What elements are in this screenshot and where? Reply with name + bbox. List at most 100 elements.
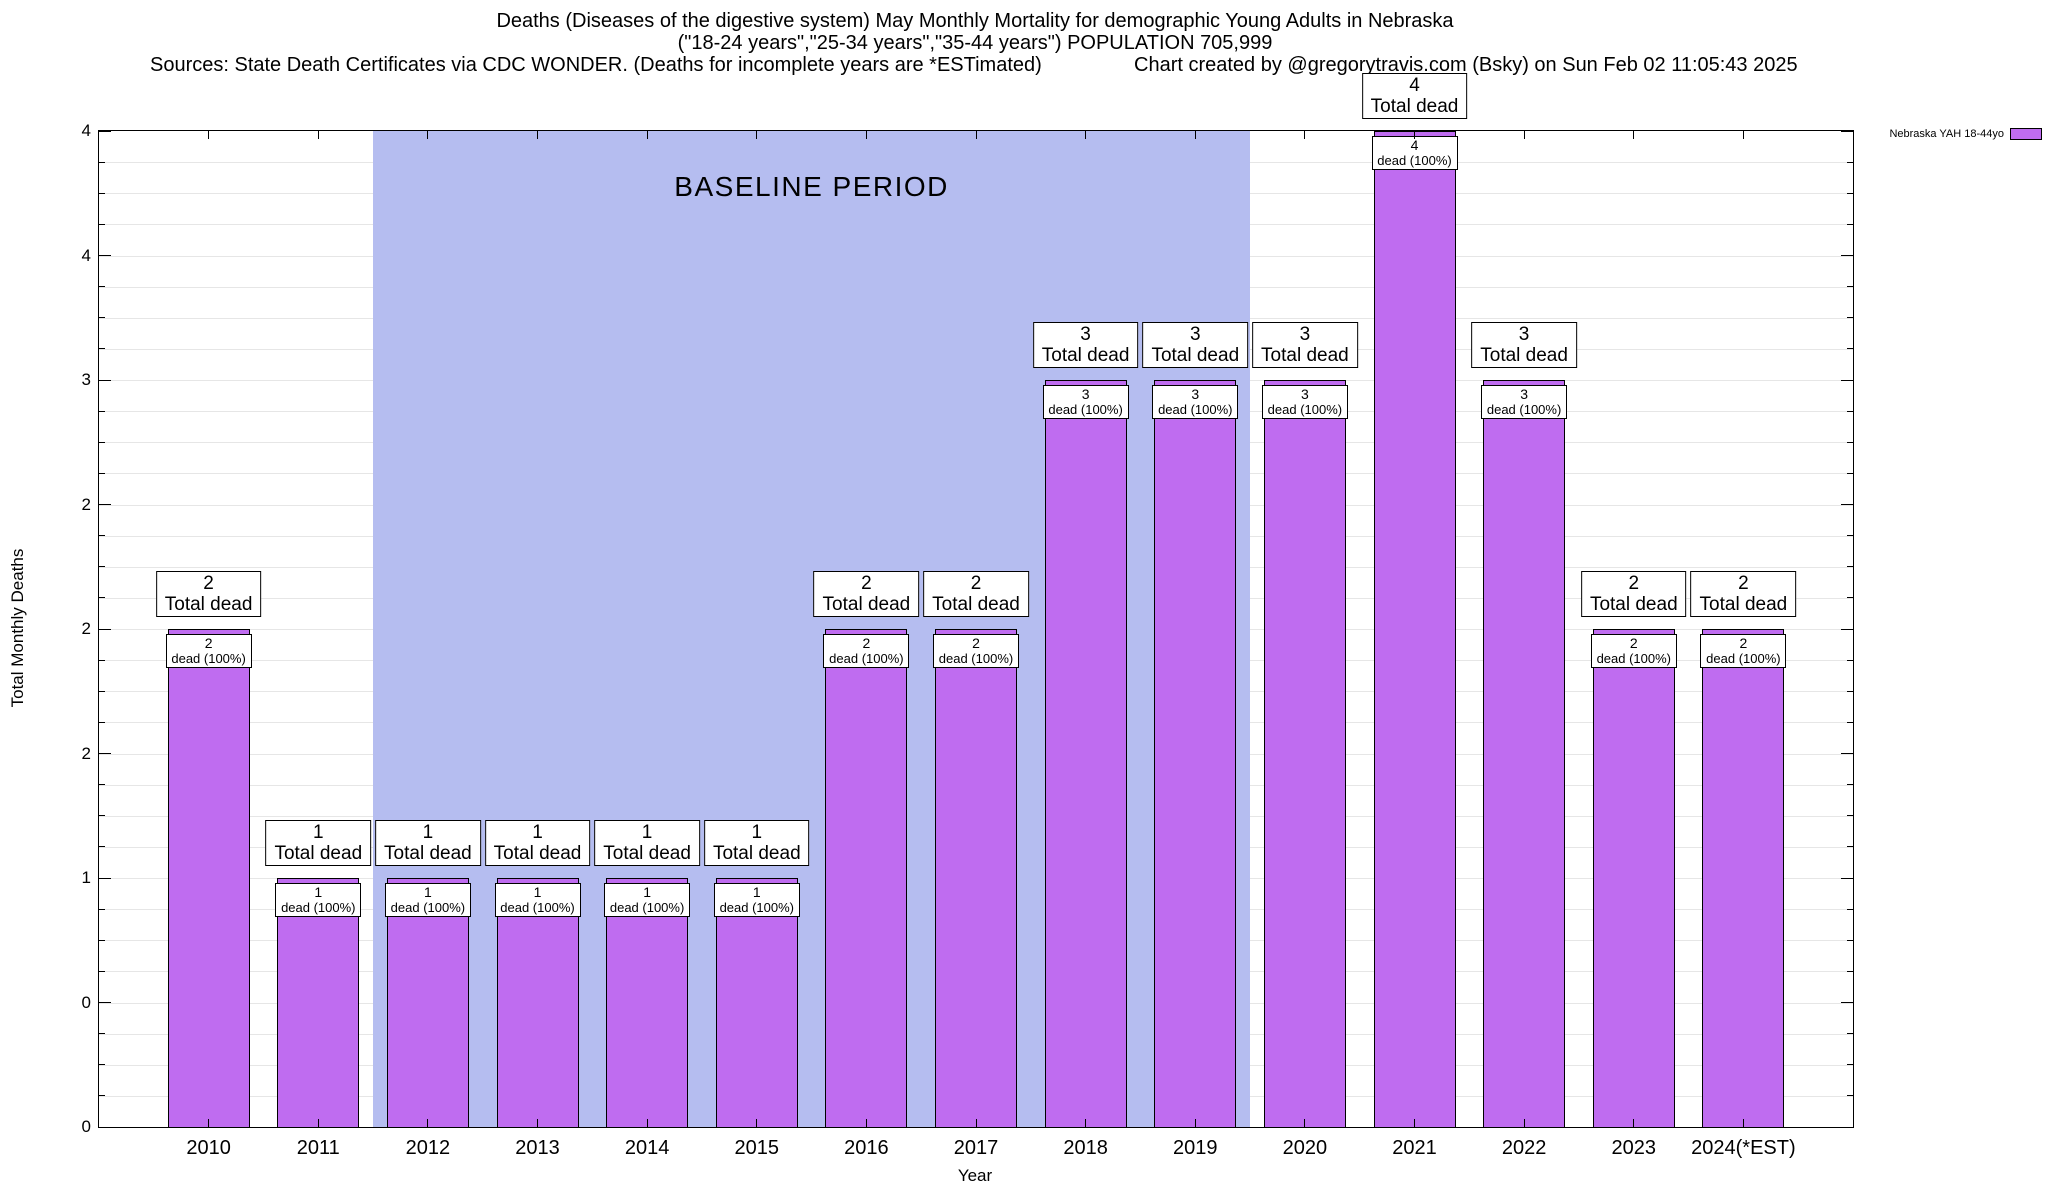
dead-pct-text: dead (100%) — [719, 900, 795, 915]
total-dead-value: 1 — [641, 822, 653, 843]
total-dead-value: 1 — [532, 822, 543, 843]
y-tick-label: 2 — [81, 743, 91, 763]
bar-2023 — [1592, 629, 1675, 1127]
y-minor-tick — [99, 472, 105, 474]
dead-pct-text: dead (100%) — [829, 651, 904, 666]
y-tick-label: 1 — [81, 868, 91, 887]
x-tick-label-2021: 2021 — [1392, 1137, 1437, 1159]
x-tick — [1304, 131, 1306, 139]
y-major-tick — [99, 255, 111, 256]
dead-pct-value: 2 — [1739, 635, 1748, 651]
x-tick-label-2012: 2012 — [405, 1137, 451, 1159]
dead-pct-text: dead (100%) — [1048, 402, 1123, 417]
y-minor-tick — [99, 410, 105, 412]
y-minor-tick — [99, 908, 105, 910]
x-tick — [646, 131, 648, 139]
y-minor-tick — [1847, 659, 1853, 661]
y-minor-tick — [99, 1064, 105, 1066]
total-dead-box-2011: 1 Total dead — [265, 820, 372, 866]
dead-pct-text: dead (100%) — [1377, 153, 1452, 168]
x-tick-label-2017: 2017 — [953, 1137, 999, 1159]
y-tick-label: 0 — [81, 1117, 91, 1136]
dead-pct-box-2017: 2 dead (100%) — [933, 634, 1019, 668]
dead-pct-box-2020: 3 dead (100%) — [1261, 385, 1348, 419]
total-dead-value: 3 — [1299, 324, 1311, 345]
x-tick-label-2010: 2010 — [186, 1137, 231, 1159]
y-minor-tick — [1847, 566, 1853, 568]
dead-pct-value: 1 — [423, 884, 432, 900]
dead-pct-box-2019: 3 dead (100%) — [1152, 385, 1239, 419]
x-tick — [1523, 1119, 1525, 1127]
bar-2015 — [715, 878, 798, 1127]
dead-pct-box-2013: 1 dead (100%) — [494, 883, 581, 917]
y-major-tick — [99, 1126, 111, 1128]
x-tick — [1194, 1119, 1196, 1127]
dead-pct-box-2018: 3 dead (100%) — [1042, 385, 1129, 419]
bar-2024(*EST) — [1702, 629, 1785, 1127]
y-major-tick — [99, 877, 111, 879]
x-tick-label-2016: 2016 — [844, 1137, 889, 1159]
dead-pct-box-2021: 4 dead (100%) — [1371, 136, 1458, 170]
total-dead-text: Total dead — [384, 843, 472, 864]
bar-2020 — [1263, 380, 1346, 1127]
total-dead-text: Total dead — [1261, 345, 1349, 366]
y-major-tick — [99, 379, 111, 381]
chart-source-note: Sources: State Death Certificates via CD… — [150, 54, 1042, 76]
total-dead-box-2013: 1 Total dead — [484, 820, 591, 866]
bar-2019 — [1154, 380, 1237, 1127]
bar-2013 — [496, 878, 579, 1127]
total-dead-text: Total dead — [712, 843, 801, 864]
total-dead-value: 2 — [1628, 573, 1640, 594]
y-minor-tick — [99, 690, 105, 692]
y-minor-tick — [1847, 597, 1853, 599]
total-dead-box-2014: 1 Total dead — [594, 820, 700, 866]
total-dead-box-2023: 2 Total dead — [1580, 571, 1687, 617]
total-dead-text: Total dead — [1699, 594, 1788, 615]
total-dead-value: 2 — [1738, 573, 1749, 594]
y-minor-tick — [99, 441, 105, 443]
total-dead-box-2012: 1 Total dead — [375, 820, 481, 866]
x-tick — [1194, 131, 1196, 139]
baseline-period-label: BASELINE PERIOD — [674, 171, 949, 202]
y-major-tick — [1841, 255, 1853, 256]
x-tick — [865, 1119, 867, 1127]
bar-2018 — [1044, 380, 1127, 1127]
bar-2022 — [1483, 380, 1566, 1127]
chart-title: Deaths (Diseases of the digestive system… — [496, 10, 1454, 32]
y-minor-tick — [1847, 784, 1853, 786]
total-dead-value: 3 — [1518, 324, 1530, 345]
y-minor-tick — [1847, 1033, 1853, 1035]
y-major-tick — [1841, 379, 1853, 381]
dead-pct-box-2023: 2 dead (100%) — [1590, 634, 1677, 668]
y-major-tick — [1841, 1126, 1853, 1128]
dead-pct-text: dead (100%) — [500, 900, 575, 915]
y-minor-tick — [99, 970, 105, 972]
bar-2011 — [277, 878, 360, 1127]
x-tick-label-2014: 2014 — [624, 1137, 670, 1159]
total-dead-box-2016: 2 Total dead — [813, 571, 920, 617]
x-tick — [865, 131, 867, 139]
x-tick — [537, 1119, 538, 1127]
x-tick — [756, 1119, 758, 1127]
y-minor-tick — [99, 939, 105, 941]
dead-pct-value: 1 — [643, 884, 651, 900]
x-tick — [1523, 131, 1525, 139]
y-minor-tick — [99, 223, 105, 225]
x-tick-label-2011: 2011 — [296, 1137, 340, 1159]
total-dead-value: 2 — [203, 573, 214, 594]
x-tick — [537, 131, 538, 139]
y-axis-title: Total Monthly Deaths — [8, 548, 27, 708]
y-minor-tick — [1847, 192, 1853, 194]
y-minor-tick — [99, 317, 105, 319]
x-tick-label-2024(*EST): 2024(*EST) — [1691, 1137, 1796, 1159]
y-tick-label: 0 — [81, 992, 91, 1012]
x-tick — [1414, 131, 1415, 139]
y-minor-tick — [1847, 410, 1853, 412]
total-dead-value: 2 — [970, 573, 982, 594]
y-minor-tick — [1847, 472, 1853, 474]
y-major-tick — [1841, 1002, 1853, 1003]
y-major-tick — [99, 1002, 111, 1003]
y-minor-tick — [99, 721, 105, 723]
dead-pct-text: dead (100%) — [1267, 402, 1343, 417]
x-tick — [1742, 131, 1744, 139]
